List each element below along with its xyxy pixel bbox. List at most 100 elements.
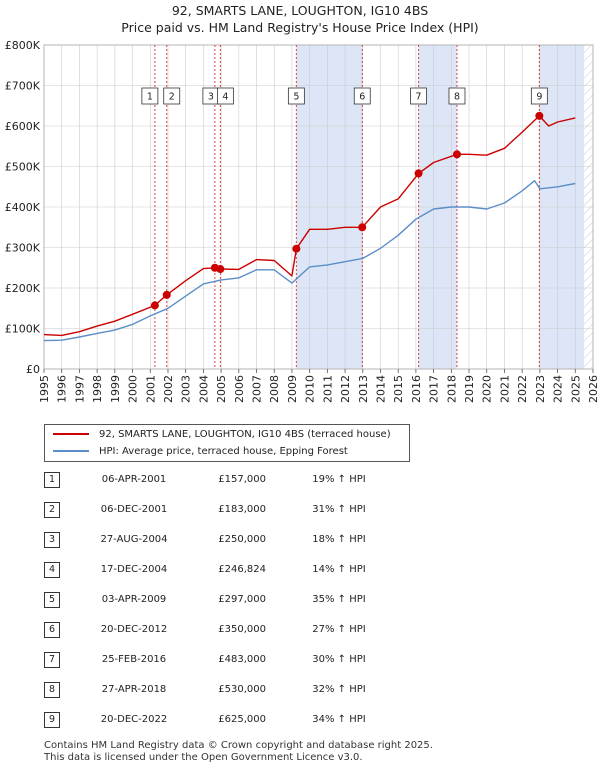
legend-hpi-swatch xyxy=(53,450,89,452)
sale-hpi-change: 14% ↑ HPI xyxy=(312,564,366,575)
x-tick-label: 2013 xyxy=(357,375,370,403)
x-tick-label: 1997 xyxy=(73,375,86,403)
y-tick-label: £800K xyxy=(5,39,41,52)
x-tick-label: 2006 xyxy=(233,375,246,403)
x-tick-label: 2007 xyxy=(251,375,264,403)
x-tick-label: 2022 xyxy=(516,375,529,403)
sale-number-badge: 1 xyxy=(44,472,60,488)
sale-label-box xyxy=(530,87,548,105)
y-tick-label: £600K xyxy=(5,120,41,133)
sale-number-badge: 5 xyxy=(44,592,60,608)
x-axis: 1995 1996 1997 1998 1999 2000 2001 2002 2003 2004… xyxy=(38,369,600,403)
sale-price: £246,824 xyxy=(218,564,266,575)
sale-date: 06-APR-2001 xyxy=(101,474,167,485)
y-tick-label: £200K xyxy=(5,282,41,295)
table-row: 7 25-FEB-2016 £483,000 30% ↑ HPI xyxy=(44,650,464,670)
y-axis: £0 £100K £200K £300K £400K £500K £600K £700K £80… xyxy=(5,39,41,376)
table-row: 9 20-DEC-2022 £625,000 34% ↑ HPI xyxy=(44,710,464,730)
y-tick-label: £500K xyxy=(5,161,41,174)
sale-date: 06-DEC-2001 xyxy=(100,504,168,515)
sale-label-text: 8 xyxy=(454,92,460,103)
x-tick-label: 2001 xyxy=(144,375,157,403)
x-tick-label: 2024 xyxy=(552,375,565,403)
sale-hpi-change: 31% ↑ HPI xyxy=(312,504,366,515)
x-tick-label: 2005 xyxy=(215,375,228,403)
x-tick-label: 2003 xyxy=(180,375,193,403)
sale-label-box xyxy=(141,87,159,105)
chart-title-line1: 92, SMARTS LANE, LOUGHTON, IG10 4BS xyxy=(171,3,429,18)
sale-hpi-change: 30% ↑ HPI xyxy=(312,654,366,665)
sale-price: £183,000 xyxy=(218,504,266,515)
x-tick-label: 2019 xyxy=(463,375,476,403)
x-tick-label: 2023 xyxy=(534,375,547,403)
x-tick-label: 2015 xyxy=(392,375,405,403)
sale-label-box xyxy=(448,87,466,105)
legend-property: 92, SMARTS LANE, LOUGHTON, IG10 4BS (ter… xyxy=(53,427,391,443)
sale-date: 25-FEB-2016 xyxy=(101,654,167,665)
sale-point xyxy=(414,169,423,178)
sale-label-text: 9 xyxy=(536,92,542,103)
sale-hpi-change: 19% ↑ HPI xyxy=(312,474,366,485)
x-tick-label: 2002 xyxy=(162,375,175,403)
legend-hpi-label: HPI: Average price, terraced house, Eppi… xyxy=(99,446,348,457)
footer-license: This data is licensed under the Open Gov… xyxy=(44,752,363,763)
sale-number-badge: 8 xyxy=(44,682,60,698)
footer-copyright: Contains HM Land Registry data © Crown c… xyxy=(44,740,433,751)
chart-subtitle: Price paid vs. HM Land Registry's House … xyxy=(121,20,479,35)
sale-date: 03-APR-2009 xyxy=(101,594,167,605)
sale-label-box xyxy=(216,87,234,105)
x-tick-label: 1996 xyxy=(56,375,69,403)
plot-border xyxy=(43,44,594,370)
sale-number-badge: 4 xyxy=(44,562,60,578)
sale-number-badge: 6 xyxy=(44,622,60,638)
x-tick-label: 2017 xyxy=(428,375,441,403)
y-tick-label: £300K xyxy=(5,242,41,255)
sale-number-badge: 3 xyxy=(44,532,60,548)
y-tick-label: £400K xyxy=(5,201,41,214)
sale-date: 20-DEC-2012 xyxy=(100,624,168,635)
series-lines xyxy=(43,115,576,342)
sale-point xyxy=(358,223,367,232)
sale-point xyxy=(292,244,301,253)
legend: 92, SMARTS LANE, LOUGHTON, IG10 4BS (ter… xyxy=(44,424,410,462)
sale-hpi-change: 18% ↑ HPI xyxy=(312,534,366,545)
y-tick-label: £100K xyxy=(5,323,41,336)
sale-hpi-change: 35% ↑ HPI xyxy=(312,594,366,605)
sale-point xyxy=(535,111,544,120)
x-tick-label: 2004 xyxy=(197,375,210,403)
sale-point xyxy=(452,150,461,159)
x-tick-label: 2000 xyxy=(127,375,140,403)
x-tick-label: 2026 xyxy=(587,375,600,403)
sale-date: 27-APR-2018 xyxy=(101,684,167,695)
sale-date: 27-AUG-2004 xyxy=(100,534,168,545)
x-tick-label: 2025 xyxy=(569,375,582,403)
sale-point xyxy=(162,290,171,299)
chart-title: 92, SMARTS LANE, LOUGHTON, IG10 4BS Pric… xyxy=(0,2,600,36)
x-tick-label: 2021 xyxy=(498,375,511,403)
x-tick-label: 1999 xyxy=(109,375,122,403)
sale-date: 17-DEC-2004 xyxy=(100,564,168,575)
y-tick-label: £0 xyxy=(26,363,40,376)
sale-price: £297,000 xyxy=(218,594,266,605)
sale-hpi-change: 27% ↑ HPI xyxy=(312,624,366,635)
legend-property-swatch xyxy=(53,433,89,435)
x-tick-label: 2008 xyxy=(268,375,281,403)
sale-label-box xyxy=(163,87,181,105)
x-tick-label: 2020 xyxy=(481,375,494,403)
sale-label-box xyxy=(353,87,371,105)
sale-label-text: 3 xyxy=(208,92,214,103)
sale-label-text: 6 xyxy=(359,92,365,103)
table-row: 8 27-APR-2018 £530,000 32% ↑ HPI xyxy=(44,680,464,700)
x-tick-label: 2016 xyxy=(410,375,423,403)
x-tick-label: 2011 xyxy=(321,375,334,403)
y-tick-label: £700K xyxy=(5,80,41,93)
legend-property-label: 92, SMARTS LANE, LOUGHTON, IG10 4BS (ter… xyxy=(99,429,391,440)
sale-point xyxy=(216,265,225,274)
sale-price: £530,000 xyxy=(218,684,266,695)
sale-label-text: 5 xyxy=(293,92,299,103)
sale-number-badge: 2 xyxy=(44,502,60,518)
footer: Contains HM Land Registry data © Crown c… xyxy=(44,740,433,764)
sale-price: £157,000 xyxy=(218,474,266,485)
